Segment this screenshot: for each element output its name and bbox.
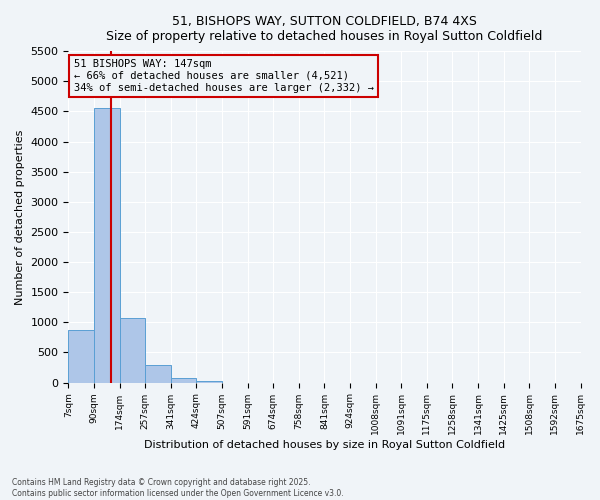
Title: 51, BISHOPS WAY, SUTTON COLDFIELD, B74 4XS
Size of property relative to detached: 51, BISHOPS WAY, SUTTON COLDFIELD, B74 4…	[106, 15, 542, 43]
Y-axis label: Number of detached properties: Number of detached properties	[15, 129, 25, 304]
X-axis label: Distribution of detached houses by size in Royal Sutton Coldfield: Distribution of detached houses by size …	[144, 440, 505, 450]
Bar	[94, 108, 119, 382]
Bar	[145, 365, 171, 382]
Text: Contains HM Land Registry data © Crown copyright and database right 2025.
Contai: Contains HM Land Registry data © Crown c…	[12, 478, 344, 498]
Text: 51 BISHOPS WAY: 147sqm
← 66% of detached houses are smaller (4,521)
34% of semi-: 51 BISHOPS WAY: 147sqm ← 66% of detached…	[74, 60, 374, 92]
Bar	[68, 330, 94, 382]
Bar	[119, 318, 145, 382]
Bar	[171, 378, 196, 382]
